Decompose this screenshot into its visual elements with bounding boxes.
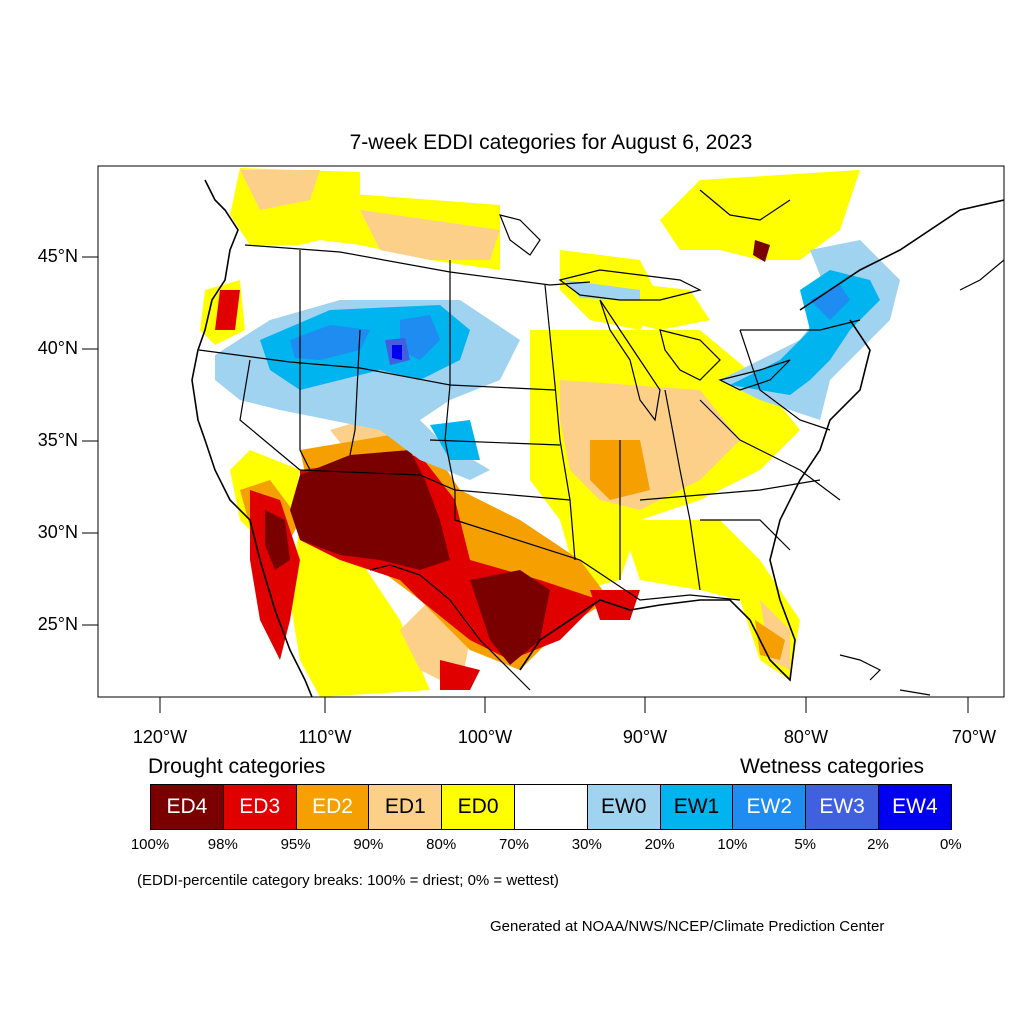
percentile-label: 100% [130,836,170,853]
lat-label-30: 30°N [37,522,78,542]
legend-swatch-ew4: EW4 [878,784,952,830]
lon-label-90: 90°W [622,727,668,747]
percentile-label: 90% [353,836,384,853]
legend-swatch-ed4: ED4 [150,784,224,830]
percentile-label: 98% [207,836,238,853]
percentile-label: 10% [717,836,748,853]
legend-swatch-ew0: EW0 [586,784,661,830]
eddi-map [82,165,1005,713]
lat-label-35: 35°N [37,430,78,450]
boundaries [191,179,1004,697]
axis-ticks [82,256,969,713]
lon-label-110: 110°W [298,727,352,747]
lat-label-45: 45°N [37,246,78,266]
percentile-label: 0% [939,836,962,853]
percentile-label: 30% [571,836,602,853]
legend-swatch-ed1: ED1 [368,784,443,830]
lon-label-100: 100°W [457,727,513,747]
legend-swatch-ew2: EW2 [732,784,807,830]
legend-swatch-ew1: EW1 [659,784,734,830]
lon-label-80: 80°W [783,727,829,747]
lon-label-120: 120°W [132,727,188,747]
lat-label-25: 25°N [37,614,78,634]
lon-label-70: 70°W [951,727,997,747]
map-frame [97,165,1005,698]
ed4-regions [265,240,770,665]
legend-swatch-ed0: ED0 [441,784,515,830]
ew4-regions [392,345,402,360]
legend-swatch-ed2: ED2 [295,784,370,830]
lat-label-40: 40°N [37,338,78,358]
map-title: 7-week EDDI categories for August 6, 202… [349,131,753,154]
drought-heading: Drought categories [148,755,326,778]
percentile-label: 70% [498,836,530,853]
legend-swatch-neutral [514,784,588,830]
wetness-heading: Wetness categories [740,755,925,778]
credit-text: Generated at NOAA/NWS/NCEP/Climate Predi… [490,918,885,935]
percentile-label: 5% [794,836,817,853]
percentile-label: 95% [280,836,311,853]
percentile-note: (EDDI-percentile category breaks: 100% =… [137,872,559,889]
percentile-label: 2% [867,836,889,853]
ew2-regions [290,285,850,360]
percentile-label: 80% [426,836,457,853]
percentile-label: 20% [644,836,675,853]
legend-swatch-ew3: EW3 [805,784,879,830]
legend-swatch-ed3: ED3 [222,784,297,830]
